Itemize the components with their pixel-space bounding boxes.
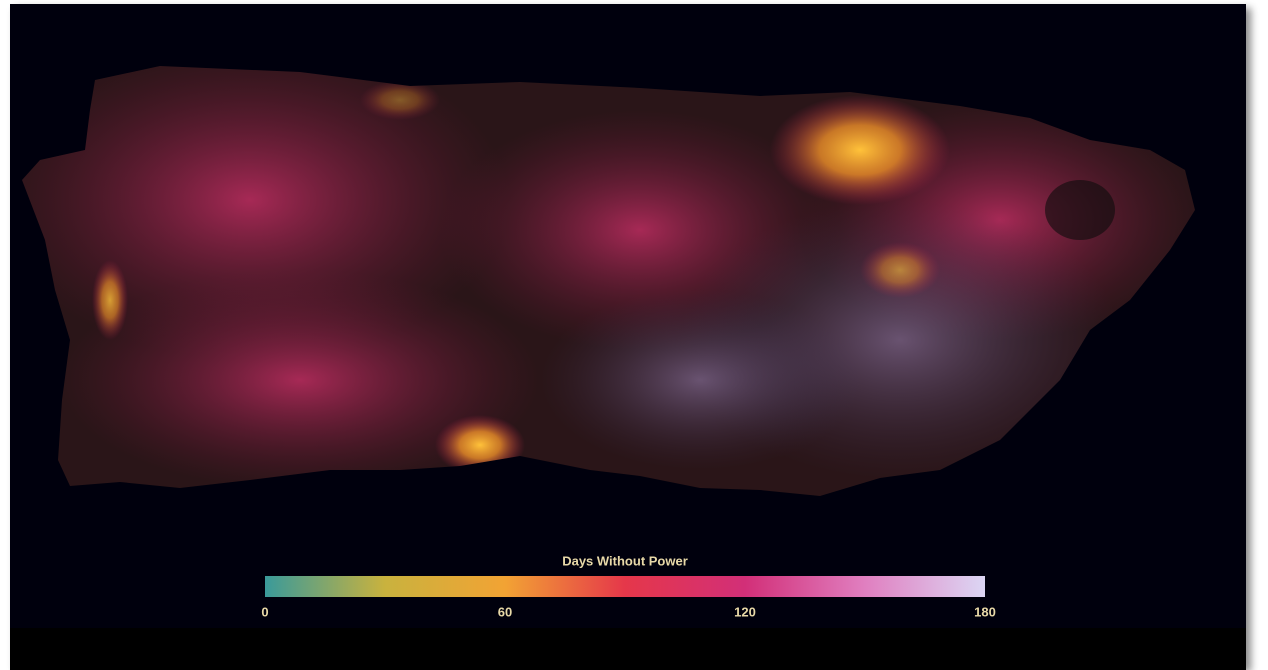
page: Days Without Power 0 60 120 180 <box>0 0 1268 670</box>
colorbar-tick-label: 180 <box>974 604 996 619</box>
map-figure: Days Without Power 0 60 120 180 <box>0 0 1268 670</box>
colorbar <box>265 576 985 597</box>
bottom-band <box>10 628 1246 670</box>
colorbar-tick-label: 0 <box>261 604 268 619</box>
colorbar-tick-label: 60 <box>498 604 512 619</box>
legend-title: Days Without Power <box>562 553 688 568</box>
colorbar-tick-label: 120 <box>734 604 756 619</box>
